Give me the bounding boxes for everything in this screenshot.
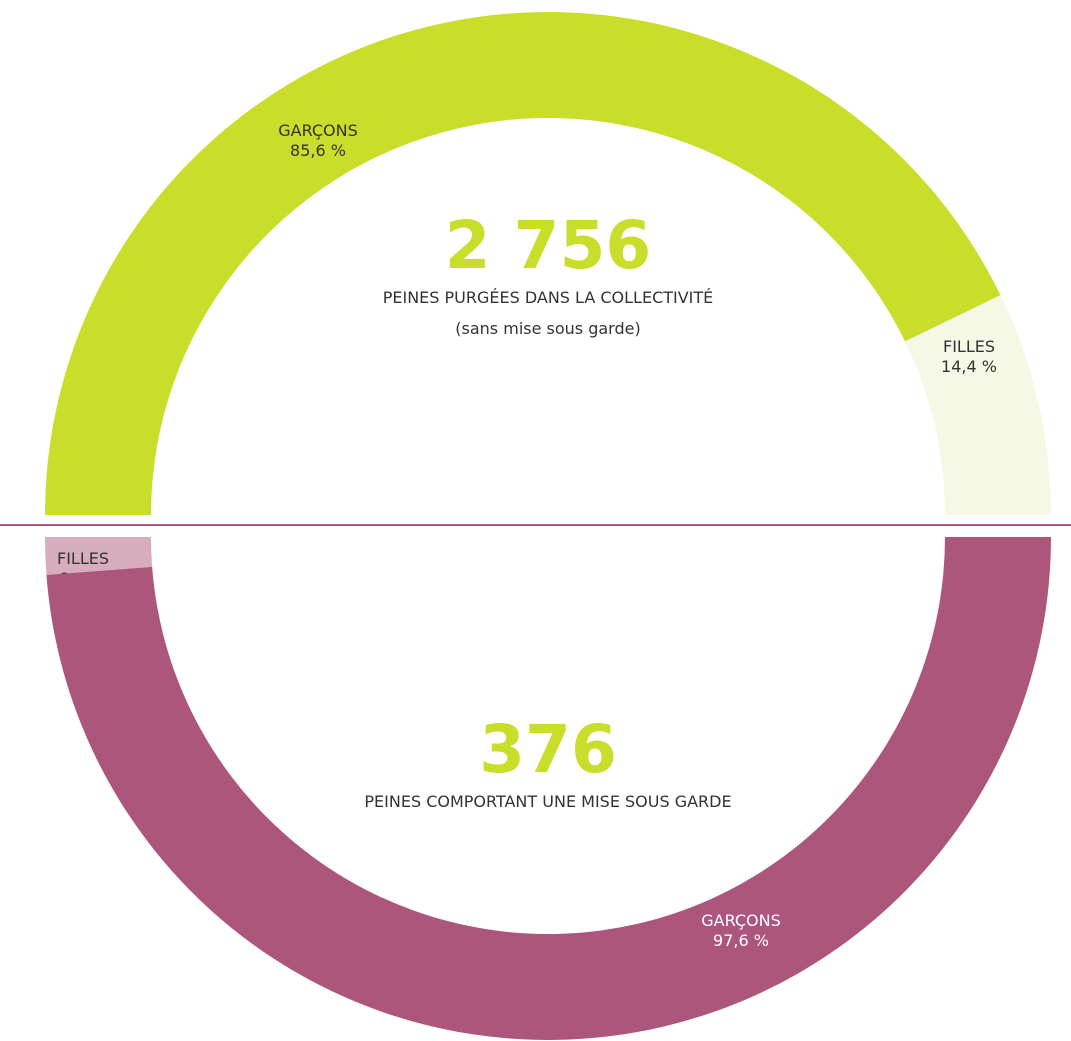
bottom-slice-garcons (46, 537, 1051, 1041)
top-total-number: 2 756 (445, 207, 652, 284)
bottom-caption: PEINES COMPORTANT UNE MISE SOUS GARDE (364, 792, 731, 811)
top-slice-garcons (45, 12, 1001, 515)
bottom-slice-label-garcons: GARÇONS (701, 911, 781, 930)
bottom-slice-filles (45, 537, 153, 575)
top-slice-label-filles: FILLES (943, 337, 995, 356)
top-slice-value-garcons: 85,6 % (290, 141, 346, 160)
top-caption: PEINES PURGÉES DANS LA COLLECTIVITÉ (383, 288, 714, 307)
top-subcaption: (sans mise sous garde) (455, 319, 640, 338)
top-slice-filles (905, 295, 1051, 515)
top-slice-label-garcons: GARÇONS (278, 121, 358, 140)
top-slice-value-filles: 14,4 % (941, 357, 997, 376)
bottom-slice-value-garcons: 97,6 % (713, 931, 769, 950)
bottom-slice-label-filles: FILLES (57, 549, 109, 568)
bottom-total-number: 376 (479, 711, 617, 788)
